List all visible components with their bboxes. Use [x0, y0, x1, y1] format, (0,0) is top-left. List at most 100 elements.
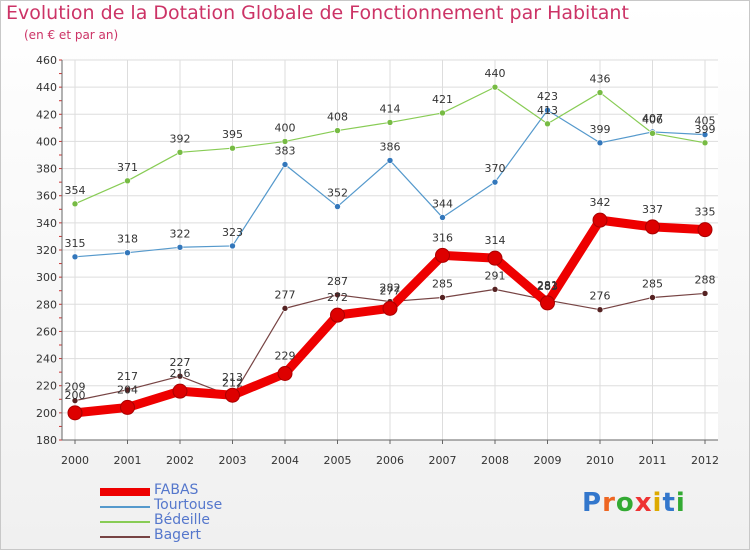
data-point [120, 399, 135, 415]
data-point [491, 83, 499, 91]
data-point [439, 214, 446, 221]
x-tick-label: 2007 [429, 454, 457, 467]
data-point [649, 294, 656, 301]
x-tick-label: 2003 [219, 454, 247, 467]
data-label: 413 [537, 104, 558, 117]
data-point [176, 148, 184, 156]
logo-letter: t [662, 488, 676, 518]
y-tick-label: 420 [36, 108, 57, 121]
logo-letter: i [652, 488, 663, 518]
data-point [701, 290, 709, 297]
data-point [491, 286, 499, 293]
data-point [281, 305, 289, 312]
data-label: 354 [65, 184, 86, 197]
data-point [334, 291, 341, 299]
data-point [225, 387, 240, 403]
y-tick-label: 380 [36, 163, 57, 176]
data-label: 277 [380, 284, 401, 297]
data-label: 323 [222, 226, 243, 239]
legend-swatch [100, 521, 150, 523]
data-label: 405 [695, 115, 716, 128]
y-tick-label: 200 [36, 407, 57, 420]
data-label: 386 [380, 140, 401, 153]
data-point [645, 219, 660, 235]
data-label: 276 [590, 290, 611, 303]
y-tick-label: 240 [36, 353, 57, 366]
x-tick-label: 2010 [586, 454, 614, 467]
data-point [592, 212, 608, 228]
y-tick-label: 460 [36, 54, 57, 67]
data-label: 407 [642, 112, 663, 125]
data-label: 217 [117, 370, 138, 383]
data-label: 344 [432, 197, 453, 210]
data-label: 285 [642, 278, 663, 291]
data-label: 216 [170, 367, 191, 380]
data-label: 229 [275, 350, 296, 363]
data-label: 436 [590, 73, 611, 86]
x-tick-label: 2001 [114, 454, 142, 467]
legend-label: Bagert [154, 527, 201, 543]
data-label: 291 [485, 269, 506, 282]
data-label: 342 [590, 196, 611, 209]
data-label: 283 [537, 280, 558, 293]
data-point [544, 120, 551, 128]
data-label: 200 [65, 389, 86, 402]
legend-label: Bédeille [154, 512, 210, 528]
data-point [701, 131, 709, 138]
chart-subtitle: (en € et par an) [24, 28, 119, 42]
data-point [71, 253, 79, 261]
data-label: 287 [327, 275, 348, 288]
data-label: 408 [327, 111, 348, 124]
y-tick-label: 340 [36, 217, 57, 230]
data-point [439, 109, 446, 117]
data-label: 204 [117, 383, 138, 396]
data-label: 399 [590, 123, 611, 136]
x-tick-label: 2002 [166, 454, 194, 467]
legend-swatch [100, 536, 150, 538]
data-point [124, 177, 131, 185]
x-tick-label: 2000 [61, 454, 89, 467]
x-tick-label: 2008 [481, 454, 509, 467]
data-point [439, 294, 446, 301]
data-label: 316 [432, 231, 453, 244]
legend-label: FABAS [154, 482, 199, 498]
data-point [281, 138, 289, 145]
x-tick-label: 2009 [534, 454, 562, 467]
data-point [281, 161, 289, 168]
data-point [67, 405, 83, 421]
y-tick-label: 260 [36, 325, 57, 338]
data-point [71, 200, 79, 208]
data-point [596, 139, 604, 147]
data-point [544, 106, 551, 114]
data-point [334, 203, 341, 210]
data-label: 288 [695, 273, 716, 286]
data-label: 335 [695, 206, 716, 219]
data-label: 352 [327, 187, 348, 200]
data-label: 282 [380, 282, 401, 295]
data-label: 400 [275, 121, 296, 134]
data-label: 395 [222, 128, 243, 141]
y-tick-label: 220 [36, 380, 57, 393]
data-point [124, 386, 131, 394]
data-point [491, 178, 499, 186]
data-point [176, 372, 184, 380]
x-tick-label: 2012 [691, 454, 719, 467]
data-label: 213 [222, 371, 243, 384]
data-label: 406 [642, 113, 663, 126]
data-label: 370 [485, 162, 506, 175]
logo-letter: P [582, 488, 603, 518]
data-label: 209 [65, 381, 86, 394]
data-label: 212 [222, 377, 243, 390]
y-tick-label: 360 [36, 190, 57, 203]
data-point [382, 300, 398, 316]
data-label: 399 [695, 123, 716, 136]
data-label: 421 [432, 93, 453, 106]
y-tick-label: 180 [36, 434, 57, 447]
data-point [649, 129, 656, 137]
data-point [701, 139, 709, 147]
data-point [334, 127, 341, 134]
data-point [386, 157, 394, 164]
data-point [330, 307, 345, 323]
data-label: 227 [170, 356, 191, 369]
